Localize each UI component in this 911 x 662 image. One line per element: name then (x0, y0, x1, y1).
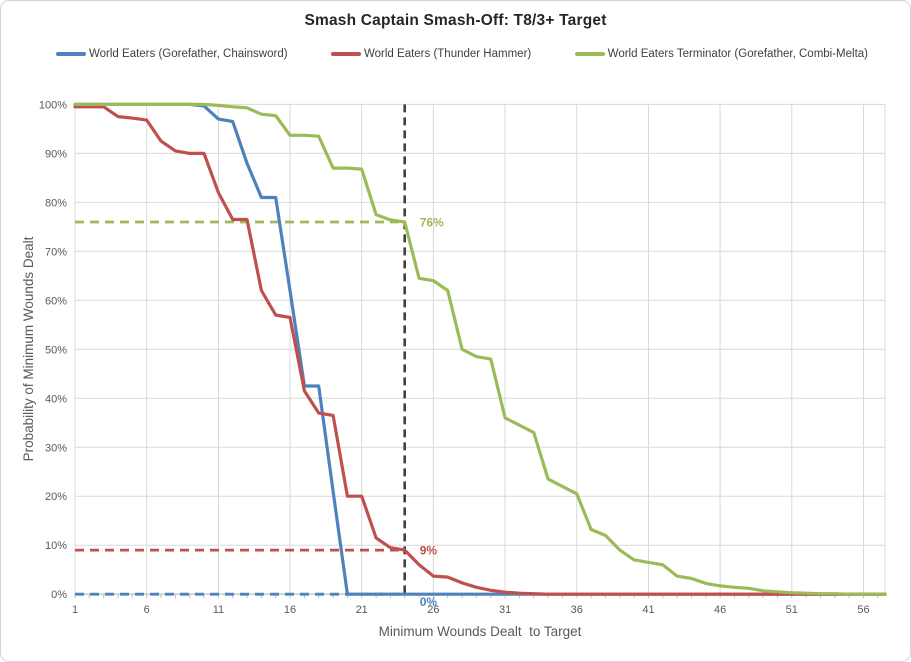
x-tick-label: 26 (427, 604, 439, 616)
legend-line-swatch (574, 52, 605, 56)
legend-item-1[interactable]: World Eaters (Thunder Hammer) (331, 48, 531, 60)
x-tick-label: 16 (284, 604, 296, 616)
series-line-1 (73, 105, 887, 596)
annotation-label-9pct: 9% (420, 544, 438, 558)
legend-line-swatch (56, 52, 86, 56)
x-tick-label: 21 (356, 604, 368, 616)
y-tick-label: 20% (45, 491, 67, 503)
x-tick-label: 56 (857, 604, 869, 616)
legend-label: World Eaters (Gorefather, Chainsword) (89, 48, 288, 60)
x-tick-label: 31 (499, 604, 511, 616)
x-tick-label: 1 (72, 604, 78, 616)
annotation-label-0pct: 0% (420, 595, 438, 609)
y-tick-label: 30% (45, 442, 67, 454)
y-axis-title: Probability of Minimum Wounds Dealt (21, 236, 36, 462)
y-tick-label: 0% (51, 589, 67, 601)
y-tick-label: 60% (45, 295, 67, 307)
chart-title: Smash Captain Smash-Off: T8/3+ Target (304, 12, 607, 29)
y-tick-label: 80% (45, 197, 67, 209)
x-tick-label: 51 (786, 604, 798, 616)
y-tick-label: 70% (45, 246, 67, 258)
y-tick-label: 10% (45, 540, 67, 552)
x-tick-label: 36 (571, 604, 583, 616)
x-tick-label: 41 (642, 604, 654, 616)
y-tick-label: 40% (45, 393, 67, 405)
x-tick-label: 11 (213, 604, 224, 616)
legend-item-2[interactable]: World Eaters Terminator (Gorefather, Com… (574, 48, 868, 60)
legend-label: World Eaters Terminator (Gorefather, Com… (607, 48, 868, 60)
legend-line-swatch (331, 52, 361, 56)
x-tick-label: 6 (144, 604, 150, 616)
legend-label: World Eaters (Thunder Hammer) (364, 48, 532, 60)
y-tick-label: 50% (45, 344, 67, 356)
y-tick-label: 90% (45, 148, 67, 160)
legend-item-0[interactable]: World Eaters (Gorefather, Chainsword) (56, 48, 288, 60)
x-tick-label: 46 (714, 604, 726, 616)
series-line-2 (73, 102, 887, 596)
legend: World Eaters (Gorefather, Chainsword) Wor… (56, 48, 868, 60)
annotation-label-76pct: 76% (420, 216, 444, 230)
y-tick-label: 100% (39, 99, 67, 111)
x-axis-title: Minimum Wounds Dealt to Target (378, 624, 582, 639)
